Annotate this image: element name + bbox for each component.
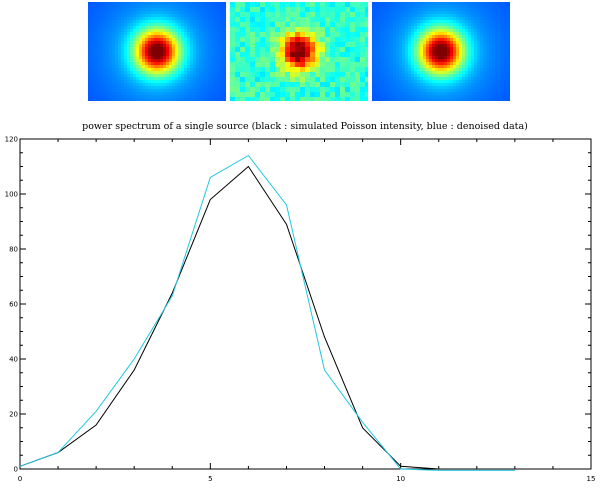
x-tick-label: 10 — [396, 475, 405, 483]
chart-title: power spectrum of a single source (black… — [82, 121, 528, 132]
y-tick-label: 0 — [14, 466, 18, 474]
simulated-source-image — [88, 2, 226, 101]
y-tick-label: 60 — [9, 301, 18, 309]
x-tick-label: 5 — [208, 475, 212, 483]
chart-axes: 0 5 10 15 0 20 40 60 80 100 120 — [5, 136, 596, 484]
x-tick-label: 15 — [587, 475, 596, 483]
y-tick-label: 80 — [9, 246, 18, 254]
y-tick-label: 100 — [5, 191, 18, 199]
plot-frame — [19, 138, 592, 470]
simulated-intensity-line — [19, 165, 515, 470]
y-tick-label: 20 — [9, 411, 18, 419]
denoised-data-line — [19, 154, 515, 471]
denoised-source-image — [372, 2, 510, 101]
chart-series — [19, 154, 515, 471]
y-tick-label: 120 — [5, 136, 18, 144]
y-tick-label: 40 — [9, 356, 18, 364]
x-tick-label: 0 — [18, 475, 22, 483]
poisson-noisy-image — [230, 2, 368, 101]
